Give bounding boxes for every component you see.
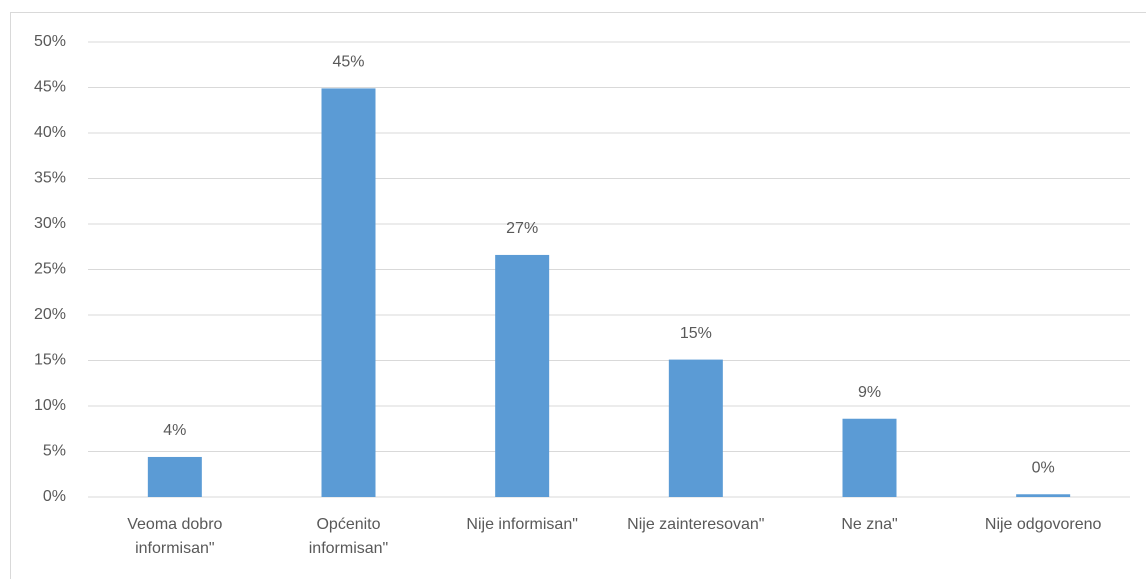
y-tick-label: 20% (34, 306, 66, 323)
data-label: 45% (332, 54, 364, 71)
bar (147, 456, 202, 497)
chart-border (10, 12, 1146, 579)
x-tick-label: Općenito informisan" (308, 516, 389, 557)
x-tick-label: Ne zna" (841, 516, 898, 533)
y-tick-label: 25% (34, 261, 66, 278)
bar (495, 254, 550, 497)
data-label: 27% (506, 220, 538, 237)
x-tick-label: Nije informisan" (466, 516, 578, 533)
bar (1016, 494, 1071, 497)
y-tick-label: 15% (34, 352, 66, 369)
data-label: 15% (680, 325, 712, 342)
y-tick-label: 50% (34, 33, 66, 50)
data-label: 4% (163, 422, 186, 439)
x-tick-label: Nije zainteresovan" (627, 516, 765, 533)
y-tick-label: 45% (34, 79, 66, 96)
y-tick-label: 5% (43, 443, 66, 460)
data-label: 0% (1032, 459, 1055, 476)
bar (668, 359, 723, 497)
y-tick-label: 10% (34, 397, 66, 414)
bar (842, 418, 897, 497)
y-tick-label: 30% (34, 215, 66, 232)
bar (321, 88, 376, 497)
x-tick-label: Nije odgovoreno (984, 516, 1102, 533)
y-tick-label: 35% (34, 170, 66, 187)
x-tick-label: Veoma dobro informisan" (127, 516, 223, 557)
data-label: 9% (858, 384, 881, 401)
y-tick-label: 0% (43, 488, 66, 505)
y-tick-label: 40% (34, 124, 66, 141)
